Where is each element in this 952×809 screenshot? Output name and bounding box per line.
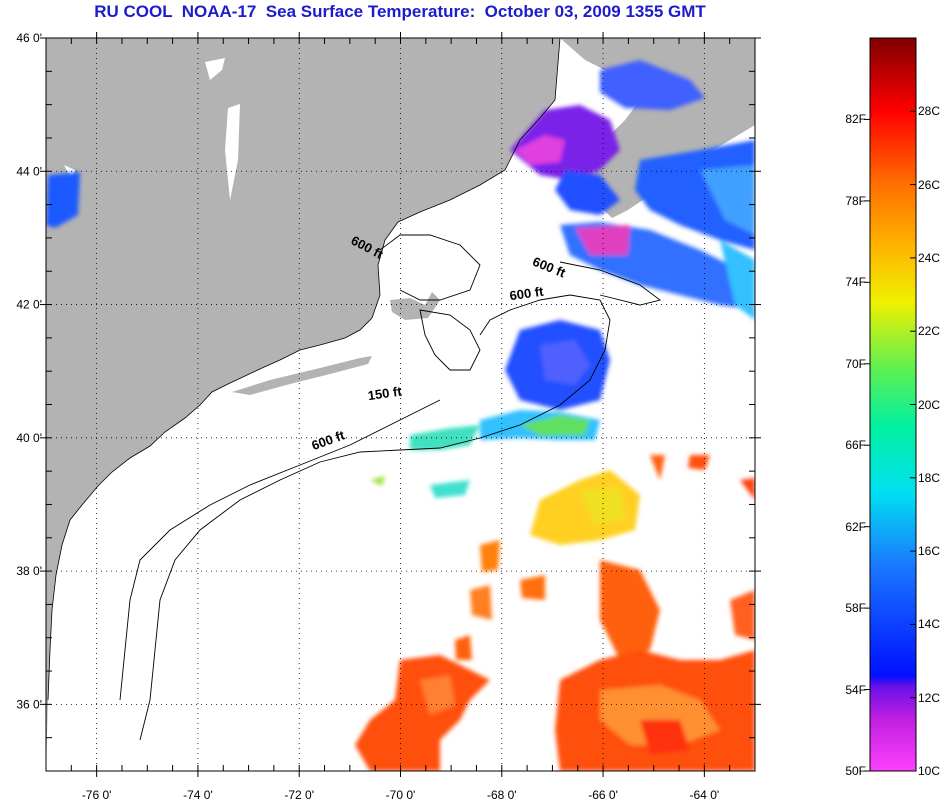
colorbar-f-label: 54F xyxy=(845,682,866,697)
lon-tick-label: -70 0' xyxy=(386,788,416,802)
colorbar-c-label: 16C xyxy=(918,544,941,559)
land-long-island xyxy=(232,356,372,395)
lon-tick-label: -74 0' xyxy=(183,788,213,802)
lon-tick-label: -66 0' xyxy=(588,788,618,802)
land-mainland xyxy=(46,38,560,771)
lat-tick-label: 46 0' xyxy=(16,31,42,45)
graticule xyxy=(46,38,755,771)
colorbar-c-label: 18C xyxy=(918,470,941,485)
land-nova-scotia xyxy=(560,38,755,218)
colorbar-f-label: 82F xyxy=(845,112,866,127)
lon-tick-label: -76 0' xyxy=(82,788,112,802)
colorbar-ticks xyxy=(864,110,916,772)
sst-patches xyxy=(46,60,755,771)
colorbar-c-label: 10C xyxy=(918,764,941,778)
colorbar-c-label: 28C xyxy=(918,104,941,119)
lat-tick-label: 40 0' xyxy=(16,431,42,445)
colorbar-c-label: 24C xyxy=(918,250,941,265)
lat-tick-label: 36 0' xyxy=(16,697,42,711)
map-title: RU COOL NOAA-17 Sea Surface Temperature:… xyxy=(94,2,706,21)
lon-tick-label: -72 0' xyxy=(284,788,314,802)
colorbar-f-label: 74F xyxy=(845,275,866,290)
colorbar-f-label: 62F xyxy=(845,519,866,534)
contour-label: 600 ft xyxy=(509,284,545,304)
colorbar-c-label: 20C xyxy=(918,397,941,412)
colorbar xyxy=(869,37,917,772)
colorbar-f-label: 78F xyxy=(845,193,866,208)
colorbar-c-label: 26C xyxy=(918,177,941,192)
map-ticks: 46 0' 44 0' 42 0' 40 0' 38 0' 36 0' -76 0' -74 … xyxy=(16,31,761,802)
lon-tick-label: -68 0' xyxy=(487,788,517,802)
bathymetry-contours xyxy=(119,234,662,741)
colorbar-c-label: 22C xyxy=(918,324,941,339)
lat-tick-label: 44 0' xyxy=(16,164,42,178)
lon-tick-label: -64 0' xyxy=(690,788,720,802)
land-cape-cod xyxy=(390,292,440,320)
colorbar-f-label: 58F xyxy=(845,601,866,616)
colorbar-f-label: 66F xyxy=(845,438,866,453)
contour-label: 150 ft xyxy=(367,383,403,403)
lat-tick-label: 42 0' xyxy=(16,298,42,312)
lat-tick-label: 38 0' xyxy=(16,564,42,578)
colorbar-c-label: 12C xyxy=(918,690,941,705)
colorbar-f-label: 50F xyxy=(845,764,866,778)
colorbar-f-label: 70F xyxy=(845,356,866,371)
colorbar-c-label: 14C xyxy=(918,617,941,632)
